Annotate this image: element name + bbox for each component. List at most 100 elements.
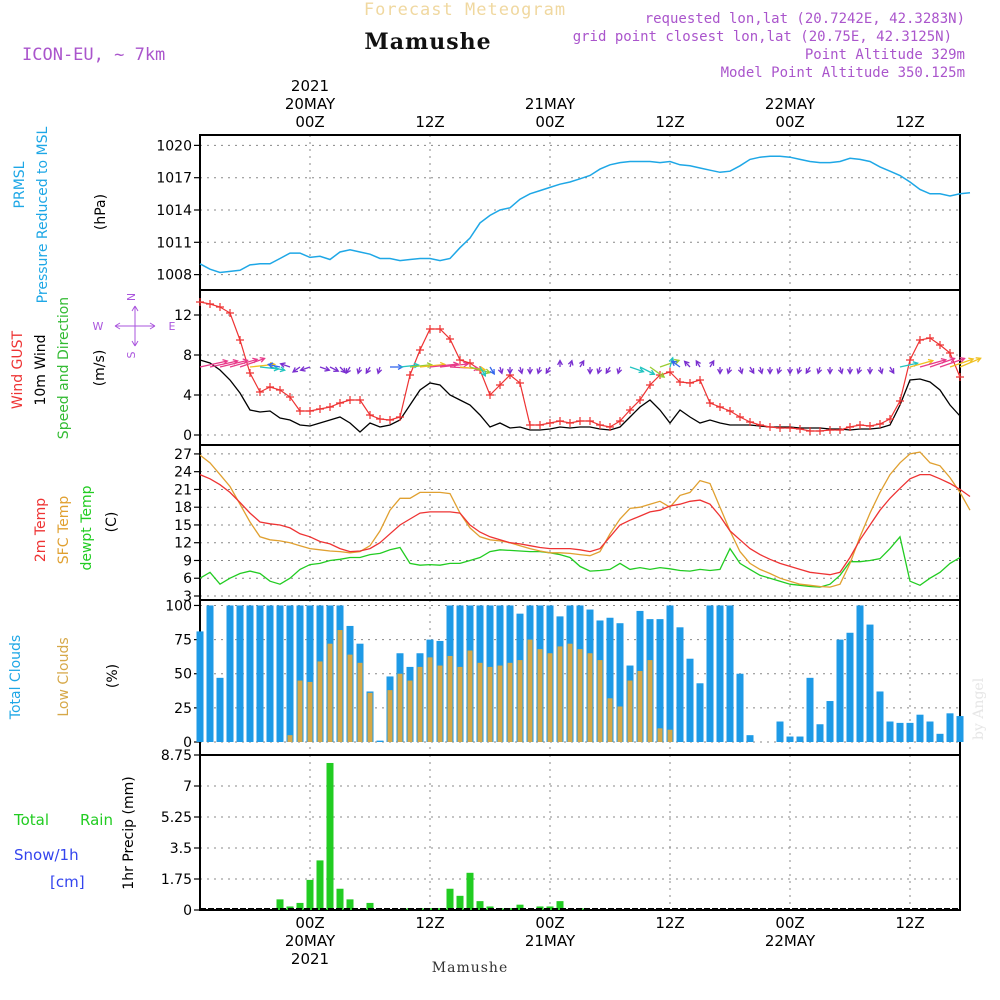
gust-marker <box>236 336 244 344</box>
gust-marker <box>646 381 654 389</box>
gust-marker <box>676 378 684 386</box>
arrow-shaft <box>219 359 248 368</box>
wind-direction-arrow <box>356 366 363 375</box>
wind-direction-arrow <box>279 362 291 368</box>
gust-marker <box>536 421 544 429</box>
arrow-head <box>545 368 551 375</box>
wind-ylabel-dir: Speed and Direction <box>56 297 72 439</box>
gust-marker <box>226 309 234 317</box>
precip-legend-snow: Snow/1h <box>14 846 79 864</box>
grid-point-coords: grid point closest lon,lat (20.75E, 42.3… <box>573 29 952 45</box>
low-cloud-bar <box>597 660 603 742</box>
top-time-label: 00Z <box>295 113 324 131</box>
gust-marker <box>726 407 734 415</box>
gust-marker <box>876 420 884 428</box>
pressure-ylabel-desc: Pressure Reduced to MSL <box>35 126 51 303</box>
gust-marker <box>606 423 614 431</box>
compass-arrows <box>114 305 156 347</box>
wind-direction-arrow <box>365 366 371 375</box>
product-title: Forecast Meteogram <box>364 0 566 20</box>
wind-direction-arrow <box>856 366 863 375</box>
gust-marker <box>936 341 944 349</box>
arrow-head <box>365 368 371 375</box>
precip-legend-cm: [cm] <box>50 873 85 891</box>
temp-ylabel-unit: (C) <box>104 512 120 533</box>
y-tick-label: 75 <box>174 633 192 649</box>
arrow-head <box>847 368 853 375</box>
low-cloud-bar <box>637 671 643 742</box>
low-cloud-bar <box>547 653 553 742</box>
panel-pressure: 1008 1011 1014 1017 1020 <box>156 134 961 291</box>
gust-marker <box>806 427 814 435</box>
gust-marker <box>316 405 324 413</box>
total-cloud-bar <box>236 605 244 742</box>
wind-ylabel-10m: 10m Wind <box>33 334 49 405</box>
total-cloud-bar <box>786 736 794 742</box>
gust-marker <box>636 396 644 404</box>
wind-direction-arrow <box>517 366 524 375</box>
gust-marker <box>426 325 434 333</box>
arrow-shaft <box>409 364 432 368</box>
gust-marker <box>496 381 504 389</box>
total-cloud-bar <box>886 721 894 742</box>
arrow-shaft <box>439 363 469 368</box>
wind-direction-arrow <box>507 367 513 375</box>
total-cloud-bar <box>806 677 814 742</box>
arrow-head <box>877 368 884 375</box>
arrow-head <box>507 368 513 375</box>
arrow-head <box>279 362 286 368</box>
arrow-head <box>579 359 585 366</box>
pressure-line <box>199 155 971 274</box>
arrow-head <box>267 362 274 369</box>
precip-legend-total: Total <box>13 811 49 829</box>
arrow-head <box>299 366 306 372</box>
arrow-head <box>333 366 340 372</box>
wind-direction-arrow <box>239 357 266 368</box>
gust-marker <box>216 303 224 311</box>
arrow-shaft <box>292 366 301 373</box>
low-cloud-bar <box>507 662 513 742</box>
gust-marker <box>436 325 444 333</box>
wind-direction-arrow <box>709 359 715 368</box>
y-tick-label: 1011 <box>156 235 192 251</box>
gust-marker <box>566 419 574 427</box>
arrow-head <box>757 368 764 375</box>
y-tick-label: 0 <box>183 735 192 751</box>
arrow-head <box>536 368 543 375</box>
wind-direction-arrow <box>816 366 823 375</box>
y-tick-label: 18 <box>174 500 192 516</box>
low-cloud-bar <box>397 673 403 742</box>
bottom-time-label: 2021 <box>291 950 329 968</box>
gust-marker <box>276 386 284 394</box>
wind-direction-arrow <box>889 366 895 375</box>
gust-marker <box>366 411 374 419</box>
wind-direction-arrow <box>749 366 755 375</box>
wind-direction-arrow <box>497 366 504 375</box>
total-cloud-bar <box>826 701 834 742</box>
arrow-shaft <box>419 363 445 368</box>
gust-marker <box>666 368 674 376</box>
gust-marker <box>836 426 844 434</box>
gust-marker <box>456 356 464 364</box>
y-tick-label: 21 <box>174 482 192 498</box>
gust-marker <box>556 417 564 425</box>
gust-marker <box>946 349 954 357</box>
total-cloud-bar <box>676 627 684 742</box>
wind-direction-arrow <box>291 366 301 373</box>
y-tick-label: 4 <box>183 388 192 404</box>
bottom-time-label: 00Z <box>295 914 324 932</box>
top-time-label: 00Z <box>775 113 804 131</box>
rain-bar <box>306 879 314 910</box>
wind-direction-arrow <box>567 359 574 368</box>
low-cloud-bar <box>487 666 493 742</box>
panel-precip: 0 1.75 3.5 5.25 7 8.75 <box>161 748 961 919</box>
panel-wind: 0 4 8 12 <box>174 289 961 446</box>
wind-direction-arrow <box>376 366 383 375</box>
gust-marker <box>846 423 854 431</box>
gust-marker <box>916 336 924 344</box>
gust-marker <box>616 417 624 425</box>
arrow-head <box>827 368 833 375</box>
compass-east-label: E <box>169 320 176 333</box>
wind-direction-arrow <box>339 366 347 374</box>
low-cloud-bar <box>667 729 673 742</box>
